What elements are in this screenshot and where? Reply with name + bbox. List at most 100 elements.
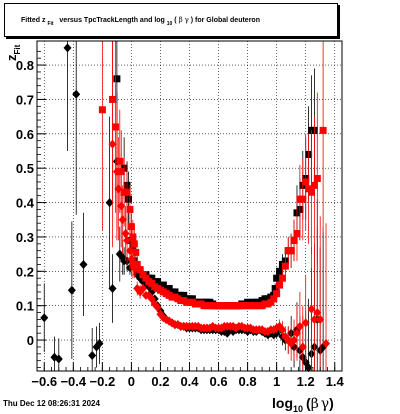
y-tick-label: 0.6 [16,127,34,142]
x-axis-label-main: log [272,395,293,411]
data-point-square [113,75,121,83]
y-tick-label: 0.3 [16,230,34,245]
data-point-diamond [67,285,76,295]
x-tick-label: 0.8 [239,374,257,389]
x-axis-label-close: ) [329,395,334,411]
title-post: for Global deuteron [195,17,260,24]
y-tick-label: 0 [27,333,34,348]
data-point-diamond [108,139,117,149]
data-point-diamond [304,363,313,373]
x-tick-label: 0 [128,374,135,389]
data-point-diamond [301,318,310,328]
series-2 [98,41,327,310]
data-point-diamond [121,229,130,238]
x-tick-label: 0.4 [180,374,199,389]
x-axis-label-beta: β [311,396,319,412]
y-axis-label-sub: Fit [13,44,22,54]
x-axis-label-open: ( [306,395,311,411]
data-point-diamond [125,246,134,256]
title-sub-fit: Fit [47,21,54,27]
data-point-diamond [63,43,72,53]
data-point-square [313,175,321,182]
data-point-diamond [118,215,127,225]
data-point-square [130,240,138,248]
data-point-diamond [153,302,162,312]
data-point-square [319,126,327,134]
data-point-square [310,181,318,189]
data-point-diamond [322,339,331,348]
chart-title: Fitted z Fit versus TpcTrackLength and l… [21,16,260,27]
data-point-diamond [307,304,316,314]
data-point-square [278,274,286,282]
data-point-diamond [316,314,325,324]
title-close: ) [190,17,194,24]
data-point-diamond [298,342,307,352]
data-point-diamond [290,335,299,345]
data-point-square [287,247,295,255]
data-point-diamond [117,201,126,211]
series-3 [108,41,331,371]
data-point-diamond [292,328,301,338]
data-point-diamond [295,321,304,331]
data-point-diamond [88,351,97,361]
data-point-square [273,290,281,298]
data-point-square [276,267,284,275]
data-point-diamond [54,354,63,364]
data-point-square [116,157,124,165]
y-axis-label: zFit [4,44,22,61]
title-gamma: γ [184,16,189,24]
x-axis-label-gamma: γ [321,396,329,412]
data-point-diamond [114,184,123,194]
title-sub-10: 10 [166,21,173,27]
data-point-square [293,230,301,237]
data-point-square [273,274,281,282]
data-point-square [302,178,310,186]
data-point-diamond [131,263,140,273]
data-point-diamond [105,198,114,208]
data-point-square [270,295,278,303]
title-box: Fitted z Fit versus TpcTrackLength and l… [4,3,338,37]
data-point-square [271,285,279,292]
data-point-diamond [139,284,148,293]
x-tick-label: 1.2 [297,374,315,389]
title-beta: β [178,16,183,24]
data-point-diamond [95,339,104,348]
data-point-square [126,205,134,213]
data-point-square [308,188,315,196]
y-tick-label: 0.8 [16,58,34,73]
data-point-diamond [108,284,117,293]
data-point-square [132,248,140,256]
data-point-square [125,195,132,203]
title-open: ( [174,17,177,24]
axis-ticks: −0.6 −0.4 −0.2 0 0.2 0.4 0.6 0.8 1 1.2 1.4 0 0.1 0.2 0… [16,50,345,389]
x-tick-label: −0.6 [31,374,57,389]
x-axis-label-sub: 10 [293,404,303,414]
data-point-diamond [278,325,287,335]
y-tick-label: 0.7 [16,92,34,107]
data-point-square [123,188,131,196]
data-point-square [98,106,106,114]
y-tick-label: 0.4 [16,196,35,211]
data-point-square [111,123,119,131]
data-series-layer [40,41,331,373]
data-point-diamond [123,235,132,245]
data-point-square [276,281,284,289]
data-point-square [290,236,298,244]
data-point-diamond [313,308,322,318]
y-tick-label: 0.1 [16,299,34,314]
title-mid: versus TpcTrackLength and log [59,17,165,24]
data-point-square [281,262,289,270]
data-point-square [127,223,135,231]
data-point-diamond [40,313,49,323]
x-tick-label: 1.4 [326,374,345,389]
y-tick-label: 0.2 [16,264,34,279]
y-axis-label-main: z [4,54,19,61]
x-tick-label: 0.2 [151,374,169,389]
data-point-diamond [310,314,319,324]
data-point-diamond [112,167,121,177]
x-tick-label: −0.2 [90,374,116,389]
x-tick-label: 1 [273,374,280,389]
data-point-diamond [79,259,88,269]
data-point-square [136,266,144,274]
